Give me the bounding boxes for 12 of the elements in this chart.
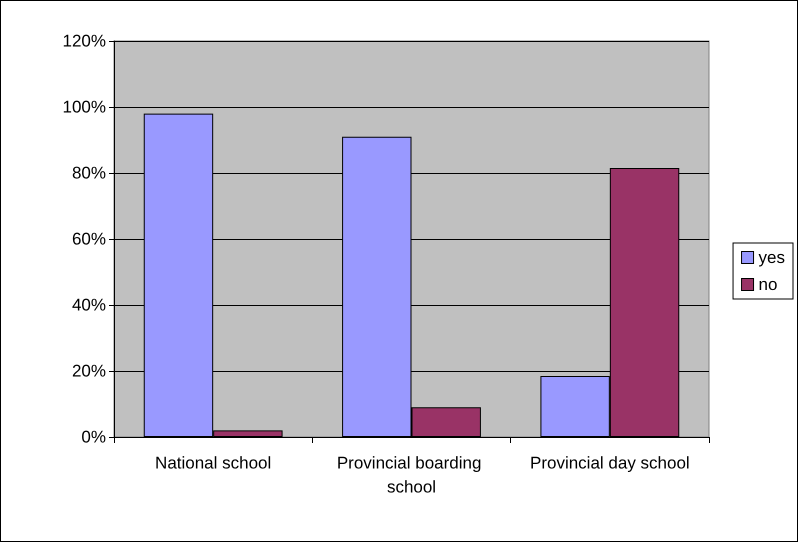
y-tick-label: 40% [72,296,106,314]
x-tick-label: National school [155,454,272,472]
legend-label: no [758,275,778,294]
y-tick-label: 0% [81,428,106,446]
x-tick-label: Provincial boarding school [336,454,486,496]
y-tick-label: 20% [72,362,106,380]
y-tick-label: 100% [62,98,106,116]
legend-label: yes [758,248,786,267]
x-tick-label: Provincial day school [530,454,690,472]
y-tick-label: 60% [72,230,106,248]
y-tick-label: 120% [62,32,106,50]
y-tick-label: 80% [72,164,106,182]
